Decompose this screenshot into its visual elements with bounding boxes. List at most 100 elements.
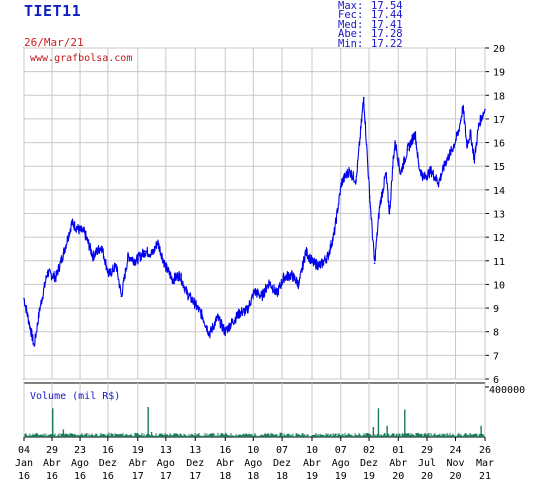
y-tick-label: 15 bbox=[493, 162, 505, 173]
x-tick-month: Abr bbox=[43, 458, 61, 469]
stats-panel: Max: 17.54 Fec: 17.44 Med: 17.41 Abe: 17.28 … bbox=[338, 0, 403, 50]
y-tick-label: 20 bbox=[493, 44, 505, 55]
price-point bbox=[224, 330, 226, 333]
price-point bbox=[33, 345, 35, 347]
y-tick-label: 9 bbox=[493, 304, 499, 315]
price-point bbox=[151, 252, 154, 255]
x-tick-month: Ago bbox=[244, 458, 262, 469]
y-tick-label: 14 bbox=[493, 186, 505, 197]
price-point bbox=[388, 212, 391, 215]
price-point bbox=[246, 309, 248, 312]
x-tick-month: Ago bbox=[71, 458, 89, 469]
stat-value: 17.54 bbox=[371, 0, 403, 12]
x-tick-month: Dez bbox=[273, 458, 291, 469]
price-point bbox=[144, 250, 147, 253]
y-tick-label: 8 bbox=[493, 328, 499, 339]
stat-label: Abe: bbox=[338, 28, 364, 41]
price-point bbox=[378, 205, 381, 208]
price-point bbox=[312, 262, 315, 264]
price-point bbox=[186, 293, 189, 295]
price-point bbox=[368, 196, 371, 198]
price-point bbox=[231, 321, 234, 324]
volume-ytick-label: 400000 bbox=[489, 385, 525, 396]
x-tick-year: 16 bbox=[18, 471, 30, 482]
price-point bbox=[275, 293, 278, 295]
price-point bbox=[238, 312, 241, 314]
price-point bbox=[268, 281, 271, 283]
stat-value: 17.22 bbox=[371, 37, 403, 50]
price-point bbox=[445, 160, 447, 163]
x-tick-year: 17 bbox=[132, 471, 144, 482]
x-tick-day: 13 bbox=[189, 445, 201, 456]
price-point bbox=[39, 307, 41, 309]
price-point bbox=[319, 264, 322, 267]
stat-value: 17.41 bbox=[371, 18, 403, 31]
price-point bbox=[298, 283, 300, 286]
x-tick-month: Abr bbox=[129, 458, 147, 469]
x-tick-year: 16 bbox=[102, 471, 114, 482]
x-tick-year: 18 bbox=[247, 471, 259, 482]
x-tick-year: 17 bbox=[189, 471, 201, 482]
x-tick-day: 19 bbox=[132, 445, 144, 456]
price-point bbox=[23, 297, 25, 300]
price-series-line bbox=[23, 96, 486, 347]
x-tick-year: 18 bbox=[219, 471, 231, 482]
x-tick-month: Jul bbox=[418, 458, 436, 469]
x-tick-day: 29 bbox=[46, 445, 58, 456]
price-point bbox=[208, 333, 211, 335]
price-point bbox=[473, 158, 476, 160]
x-tick-month: Dez bbox=[99, 458, 117, 469]
price-point bbox=[78, 229, 81, 231]
price-point bbox=[484, 108, 486, 111]
y-tick-label: 10 bbox=[493, 280, 505, 291]
x-tick-year: 17 bbox=[160, 471, 172, 482]
price-point bbox=[462, 106, 464, 108]
volume-label: Volume (mil R$) bbox=[30, 391, 120, 402]
stat-row-min: Min: 17.22 bbox=[338, 37, 403, 50]
stat-row-open: Abe: 17.28 bbox=[338, 28, 403, 41]
x-tick-year: 19 bbox=[363, 471, 375, 482]
x-tick-day: 13 bbox=[160, 445, 172, 456]
quote-date: 26/Mar/21 bbox=[24, 36, 84, 49]
price-point bbox=[253, 290, 256, 293]
x-tick-day: 16 bbox=[102, 445, 114, 456]
y-tick-label: 12 bbox=[493, 233, 505, 244]
price-point bbox=[333, 233, 335, 236]
price-point bbox=[179, 274, 181, 276]
watermark: www.grafbolsa.com bbox=[30, 53, 132, 64]
x-tick-day: 01 bbox=[392, 445, 404, 456]
x-tick-year: 21 bbox=[479, 471, 491, 482]
price-point bbox=[355, 179, 358, 182]
x-tick-day: 29 bbox=[421, 445, 433, 456]
stat-label: Fec: bbox=[338, 9, 364, 22]
price-point bbox=[304, 250, 307, 253]
price-point bbox=[120, 295, 123, 298]
stat-value: 17.28 bbox=[371, 28, 403, 41]
stat-value: 17.44 bbox=[371, 9, 403, 22]
price-point bbox=[55, 276, 57, 279]
x-tick-year: 19 bbox=[335, 471, 347, 482]
price-point bbox=[127, 255, 129, 257]
y-tick-label: 17 bbox=[493, 115, 505, 126]
stat-label: Med: bbox=[338, 18, 364, 31]
x-tick-day: 04 bbox=[18, 445, 30, 456]
price-point bbox=[327, 255, 329, 257]
price-point bbox=[71, 222, 73, 224]
price-point bbox=[437, 181, 440, 184]
x-tick-day: 23 bbox=[74, 445, 86, 456]
x-tick-day: 07 bbox=[276, 445, 288, 456]
x-tick-year: 20 bbox=[392, 471, 404, 482]
stat-row-max: Max: 17.54 bbox=[338, 0, 403, 12]
x-tick-month: Nov bbox=[446, 458, 464, 469]
stat-label: Min: bbox=[338, 37, 364, 50]
price-point bbox=[92, 255, 94, 257]
price-point bbox=[399, 172, 402, 175]
y-tick-label: 13 bbox=[493, 210, 505, 221]
price-point bbox=[62, 252, 65, 255]
price-point bbox=[156, 241, 159, 243]
y-tick-label: 16 bbox=[493, 139, 505, 150]
x-tick-month: Mar bbox=[476, 458, 494, 469]
y-tick-label: 11 bbox=[493, 257, 505, 268]
price-point bbox=[100, 245, 103, 248]
price-point bbox=[46, 271, 49, 274]
